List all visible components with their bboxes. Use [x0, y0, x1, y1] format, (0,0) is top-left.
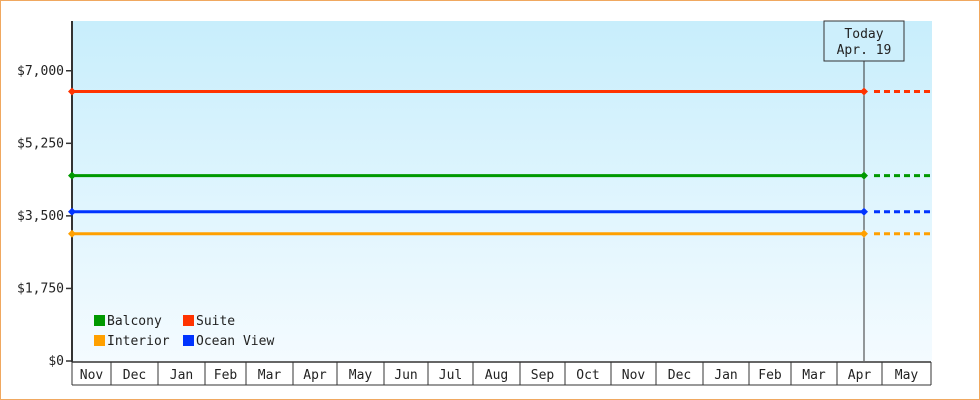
x-tick-label: Feb	[758, 368, 782, 383]
x-tick-label: Jan	[170, 368, 193, 383]
legend-label: Balcony	[107, 314, 162, 329]
legend-label: Ocean View	[196, 334, 274, 349]
x-tick-label: Jul	[439, 368, 462, 383]
x-tick-label: Feb	[214, 368, 238, 383]
data-point	[68, 207, 76, 216]
today-box	[823, 20, 905, 62]
legend-label: Interior	[107, 334, 170, 349]
x-tick-label: Apr	[848, 368, 872, 383]
legend-swatch	[94, 335, 105, 346]
y-tick-label: $0	[48, 354, 64, 369]
x-tick-label: Dec	[123, 368, 146, 383]
x-tick-label: Aug	[485, 368, 508, 383]
data-point	[860, 207, 868, 216]
x-tick-label: Mar	[258, 368, 282, 383]
x-tick-label: May	[349, 368, 373, 383]
y-tick-label: $7,000	[17, 64, 64, 79]
data-point	[68, 87, 76, 96]
legend-swatch	[183, 335, 194, 346]
x-tick-label: Sep	[531, 368, 555, 383]
x-tick-label: Nov	[80, 368, 104, 383]
x-tick-label: Jun	[394, 368, 417, 383]
data-point	[860, 229, 868, 238]
legend-swatch	[183, 315, 194, 326]
x-tick-label: May	[895, 368, 919, 383]
x-tick-label: Mar	[802, 368, 826, 383]
data-point	[860, 171, 868, 180]
legend-label: Suite	[196, 314, 235, 329]
y-tick-label: $5,250	[17, 136, 64, 151]
data-point	[68, 229, 76, 238]
plot-area	[72, 21, 932, 361]
today-label: Today	[844, 27, 883, 42]
today-date: Apr. 19	[837, 43, 892, 58]
y-tick-label: $1,750	[17, 281, 64, 296]
x-tick-label: Jan	[714, 368, 737, 383]
data-point	[68, 171, 76, 180]
legend-swatch	[94, 315, 105, 326]
y-tick-label: $3,500	[17, 209, 64, 224]
x-tick-label: Nov	[622, 368, 646, 383]
x-tick-label: Dec	[668, 368, 691, 383]
x-tick-label: Oct	[576, 368, 599, 383]
data-point	[860, 87, 868, 96]
x-tick-label: Apr	[303, 368, 327, 383]
